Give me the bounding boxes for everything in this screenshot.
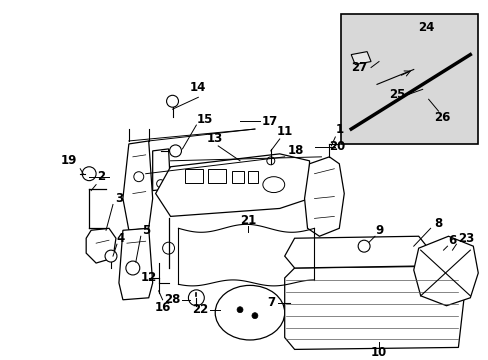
Text: 6: 6 xyxy=(447,234,456,247)
Bar xyxy=(185,169,203,183)
Text: 22: 22 xyxy=(192,303,208,316)
Text: 28: 28 xyxy=(164,293,181,306)
Polygon shape xyxy=(152,149,170,190)
Circle shape xyxy=(357,240,369,252)
Text: 18: 18 xyxy=(287,144,303,157)
Bar xyxy=(232,171,244,183)
Polygon shape xyxy=(155,154,309,216)
Text: 10: 10 xyxy=(370,346,386,359)
Text: 16: 16 xyxy=(154,301,170,314)
Bar xyxy=(341,14,477,144)
Text: 8: 8 xyxy=(433,217,442,230)
Circle shape xyxy=(266,157,274,165)
Text: 15: 15 xyxy=(197,113,213,126)
Circle shape xyxy=(105,250,117,262)
Ellipse shape xyxy=(215,285,284,340)
Text: 17: 17 xyxy=(261,114,277,127)
Text: 13: 13 xyxy=(207,132,223,145)
Text: 2: 2 xyxy=(97,170,105,183)
Text: 19: 19 xyxy=(61,154,77,167)
Text: 24: 24 xyxy=(418,21,434,34)
Text: 20: 20 xyxy=(328,140,345,153)
Ellipse shape xyxy=(263,177,284,193)
Circle shape xyxy=(134,172,143,182)
Text: 5: 5 xyxy=(142,224,149,237)
Polygon shape xyxy=(284,236,426,268)
Circle shape xyxy=(156,180,164,188)
Bar xyxy=(247,171,257,183)
Polygon shape xyxy=(426,244,447,266)
Text: 25: 25 xyxy=(388,88,404,101)
Text: 3: 3 xyxy=(115,192,123,205)
Circle shape xyxy=(188,290,204,306)
Polygon shape xyxy=(304,157,344,236)
Polygon shape xyxy=(119,228,152,300)
Circle shape xyxy=(163,242,174,254)
Text: 12: 12 xyxy=(140,271,157,284)
Circle shape xyxy=(237,307,243,313)
Polygon shape xyxy=(86,228,116,263)
Polygon shape xyxy=(413,236,477,306)
Text: 26: 26 xyxy=(433,111,450,123)
Text: 11: 11 xyxy=(276,125,292,138)
Circle shape xyxy=(251,313,257,319)
Circle shape xyxy=(82,167,96,181)
Polygon shape xyxy=(350,51,370,64)
Circle shape xyxy=(289,295,305,311)
Text: 14: 14 xyxy=(190,81,206,94)
Bar xyxy=(208,169,225,183)
Polygon shape xyxy=(284,266,466,350)
Text: 23: 23 xyxy=(457,232,473,245)
Text: 21: 21 xyxy=(239,214,256,227)
Text: 9: 9 xyxy=(374,224,382,237)
Circle shape xyxy=(166,95,178,107)
Circle shape xyxy=(169,145,181,157)
Polygon shape xyxy=(122,141,152,230)
Text: 1: 1 xyxy=(335,122,343,136)
Text: 27: 27 xyxy=(350,61,366,74)
Text: 4: 4 xyxy=(117,232,125,245)
Circle shape xyxy=(125,261,140,275)
Text: 7: 7 xyxy=(267,296,275,309)
